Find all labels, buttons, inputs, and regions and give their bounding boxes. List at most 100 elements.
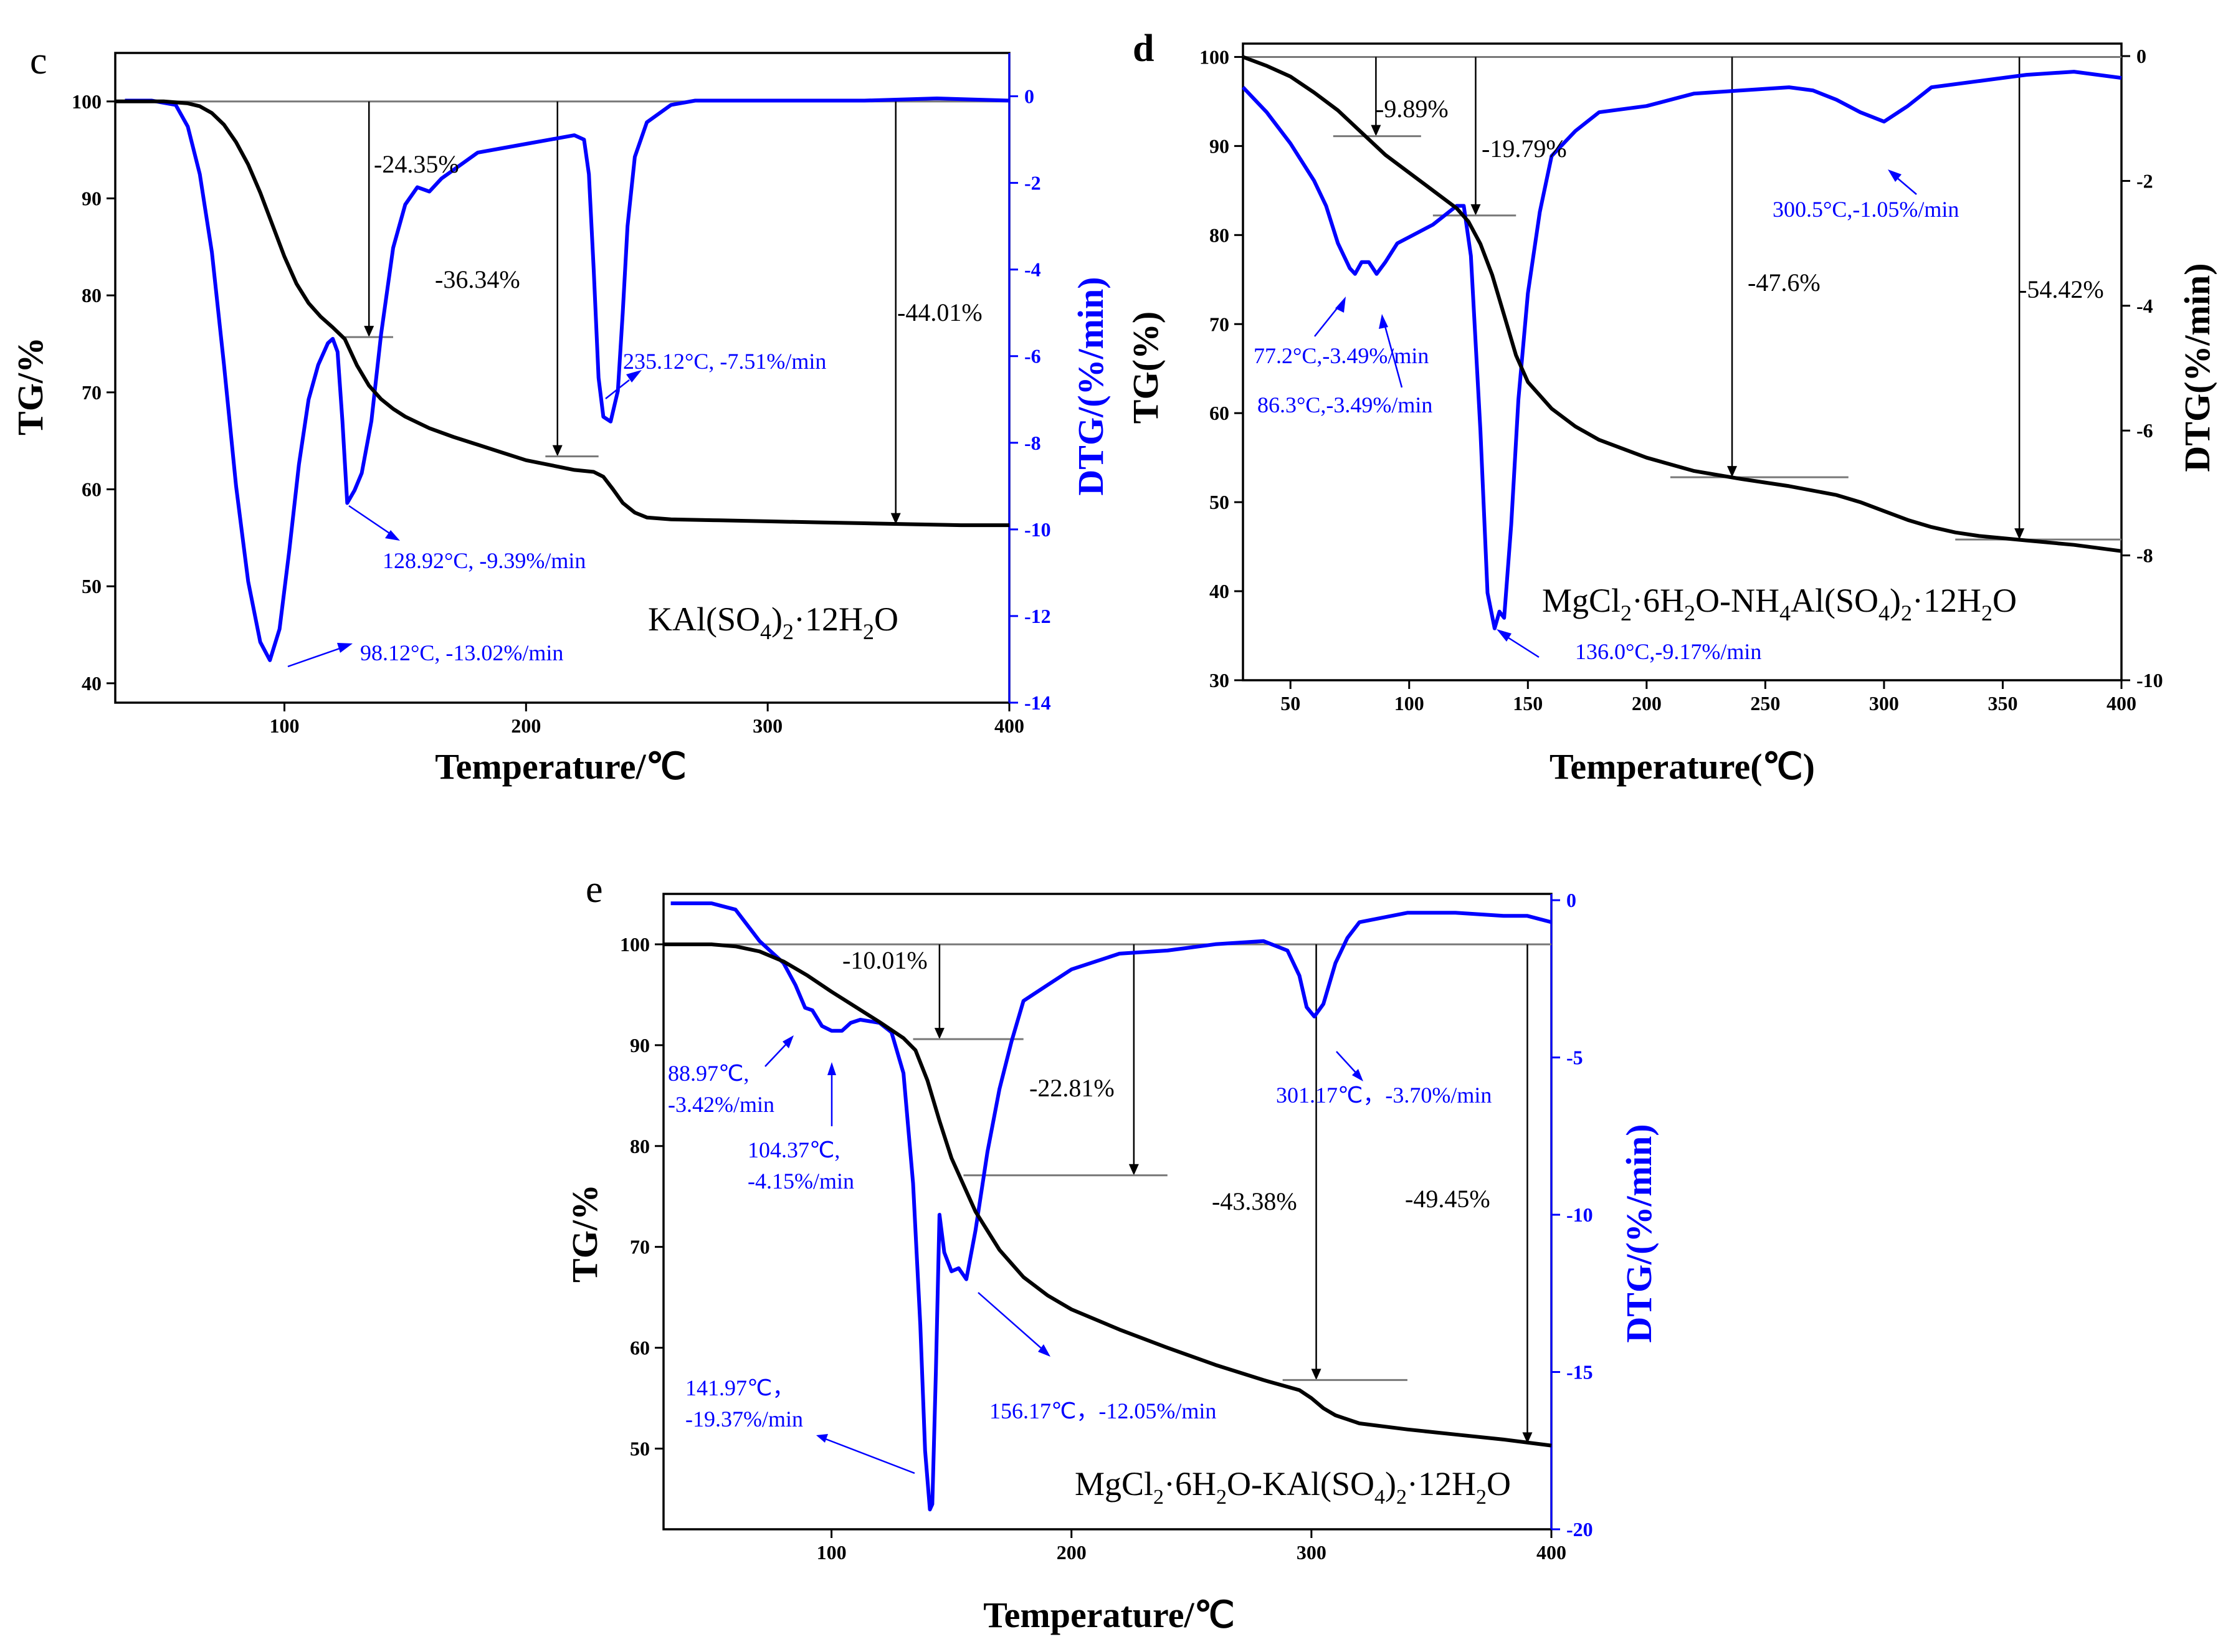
peak-annotation-e-156: 156.17℃，-12.05%/min [989,1398,1216,1423]
panel-label-e: e [586,868,603,911]
step-arrowhead-e-1 [934,1028,945,1040]
axes-c: 100 200 300 400 40 50 60 70 80 90 100 0 -2 -4 -6 -8 -10 -… [72,53,1051,737]
y-tick-label-e-50: 50 [630,1437,650,1460]
arrow-e-156 [978,1292,1042,1349]
dtg-curve-c [125,97,1010,662]
peak-annotation-c-128: 128.92°C, -9.39%/min [383,548,586,573]
y-axis-label-c: TG/% [10,337,50,435]
panel-label-c: c [30,40,47,82]
y2-tick-label-e--20: -20 [1566,1518,1593,1540]
peak-annotation-e-88-temp: 88.97℃, [668,1061,749,1086]
y2-axis-label-d: DTG(%/min) [2177,263,2217,472]
y-tick-label-e-70: 70 [630,1236,650,1258]
y-tick-label-d-70: 70 [1209,313,1229,335]
y-tick-label-d-60: 60 [1209,402,1229,424]
x-tick-label-d-200: 200 [1632,692,1662,714]
mass-loss-label-d-4: -54.42% [2019,275,2104,303]
step-arrowhead-d-4 [2014,528,2025,540]
dtg-curve-e [670,901,1552,1512]
mass-loss-label-c-2: -36.34% [435,265,520,293]
arrow-e-141 [825,1438,915,1474]
peak-annotation-e-301: 301.17℃，-3.70%/min [1276,1083,1492,1108]
y-tick-label-d-30: 30 [1209,669,1229,691]
x-tick-label-c-100: 100 [269,714,299,737]
x-tick-label-d-400: 400 [2107,692,2136,714]
y2-axis-label-e: DTG/(%/min) [1619,1124,1659,1342]
peak-annotation-e-104-temp: 104.37℃, [748,1137,840,1162]
arrow-d-77 [1314,305,1340,337]
x-axis-label-d: Temperature(℃) [1550,746,1815,787]
x-axis-label-c: Temperature/℃ [435,746,686,787]
y2-tick-label-d--4: -4 [2136,295,2153,317]
y2-tick-label-c--10: -10 [1024,518,1051,541]
y2-tick-label-c--12: -12 [1024,605,1051,627]
y-tick-label-d-80: 80 [1209,224,1229,246]
y2-tick-label-e--10: -10 [1566,1203,1593,1226]
arrowhead-d-86 [1379,314,1388,329]
y2-tick-label-c--2: -2 [1024,172,1041,194]
peak-annotation-c-98: 98.12°C, -13.02%/min [360,640,563,665]
arrowhead-d-136 [1497,629,1512,642]
panel-label-d: d [1133,27,1154,70]
step-arrowhead-c-1 [364,326,374,338]
y2-tick-label-d--2: -2 [2136,169,2153,192]
y2-tick-label-c--6: -6 [1024,345,1041,368]
x-tick-label-e-300: 300 [1297,1541,1326,1564]
dtg-curve-d [1241,70,2122,630]
y-tick-label-e-100: 100 [620,933,650,956]
peak-annotation-e-141-rate: -19.37%/min [685,1407,803,1431]
x-tick-label-e-100: 100 [817,1541,847,1564]
y2-tick-label-d--8: -8 [2136,544,2153,567]
y2-tick-label-c--8: -8 [1024,432,1041,454]
mass-loss-label-d-3: -47.6% [1748,268,1821,297]
x-tick-label-d-300: 300 [1869,692,1899,714]
compound-label-c: KAl(SO4)2·12H2O [648,601,898,644]
peak-annotation-e-88-rate: -3.42%/min [668,1092,774,1117]
x-tick-label-c-300: 300 [753,714,783,737]
peak-annotation-d-86: 86.3°C,-3.49%/min [1257,392,1432,417]
y-axis-label-e: TG/% [564,1184,605,1283]
y-tick-label-c-100: 100 [72,90,102,113]
peak-annotation-e-104-rate: -4.15%/min [748,1169,854,1194]
step-arrowhead-d-3 [1727,466,1738,478]
arrowhead-c-128 [385,530,400,541]
mass-loss-label-e-1: -10.01% [842,946,928,974]
peak-annotation-d-300: 300.5°C,-1.05%/min [1773,197,1959,222]
y-tick-label-d-90: 90 [1209,135,1229,157]
y-tick-label-c-40: 40 [82,672,102,695]
step-arrowhead-e-4 [1522,1432,1533,1444]
y2-tick-label-d-0: 0 [2136,45,2146,67]
y-tick-label-c-50: 50 [82,575,102,597]
y-axis-label-d: TG(%) [1125,311,1166,424]
axes-e: 100 200 300 400 50 60 70 80 90 100 0 -5 -10 -15 -20 [620,889,1593,1564]
arrow-c-128 [348,505,392,536]
arrowhead-e-141 [816,1434,828,1443]
peak-annotation-d-136: 136.0°C,-9.17%/min [1575,639,1761,664]
mass-loss-label-e-3: -43.38% [1212,1187,1297,1215]
arrow-d-86 [1383,323,1403,388]
mass-loss-label-d-2: -19.79% [1482,135,1567,163]
peak-annotation-c-235: 235.12°C, -7.51%/min [623,349,826,374]
y2-tick-label-c--14: -14 [1024,691,1051,714]
arrowhead-c-98 [337,643,353,653]
step-arrowhead-d-1 [1371,125,1381,136]
x-tick-label-e-400: 400 [1536,1541,1566,1564]
y-tick-label-d-40: 40 [1209,580,1229,602]
mass-loss-label-e-2: -22.81% [1029,1074,1115,1102]
y-tick-label-c-90: 90 [82,188,102,210]
y2-tick-label-e--15: -15 [1566,1361,1593,1384]
y-tick-label-e-80: 80 [630,1135,650,1157]
arrow-c-235 [605,379,630,399]
y2-axis-label-c: DTG/(%/min) [1070,277,1111,495]
y2-tick-label-c-0: 0 [1024,85,1034,108]
tg-curve-d [1242,55,2122,553]
step-arrowhead-d-2 [1470,204,1481,216]
x-tick-label-d-100: 100 [1394,692,1424,714]
y-tick-label-c-80: 80 [82,284,102,306]
arrow-e-88 [764,1043,787,1067]
step-arrowhead-c-3 [890,513,901,525]
y-tick-label-d-100: 100 [1199,45,1229,68]
y-tick-label-d-50: 50 [1209,491,1229,513]
